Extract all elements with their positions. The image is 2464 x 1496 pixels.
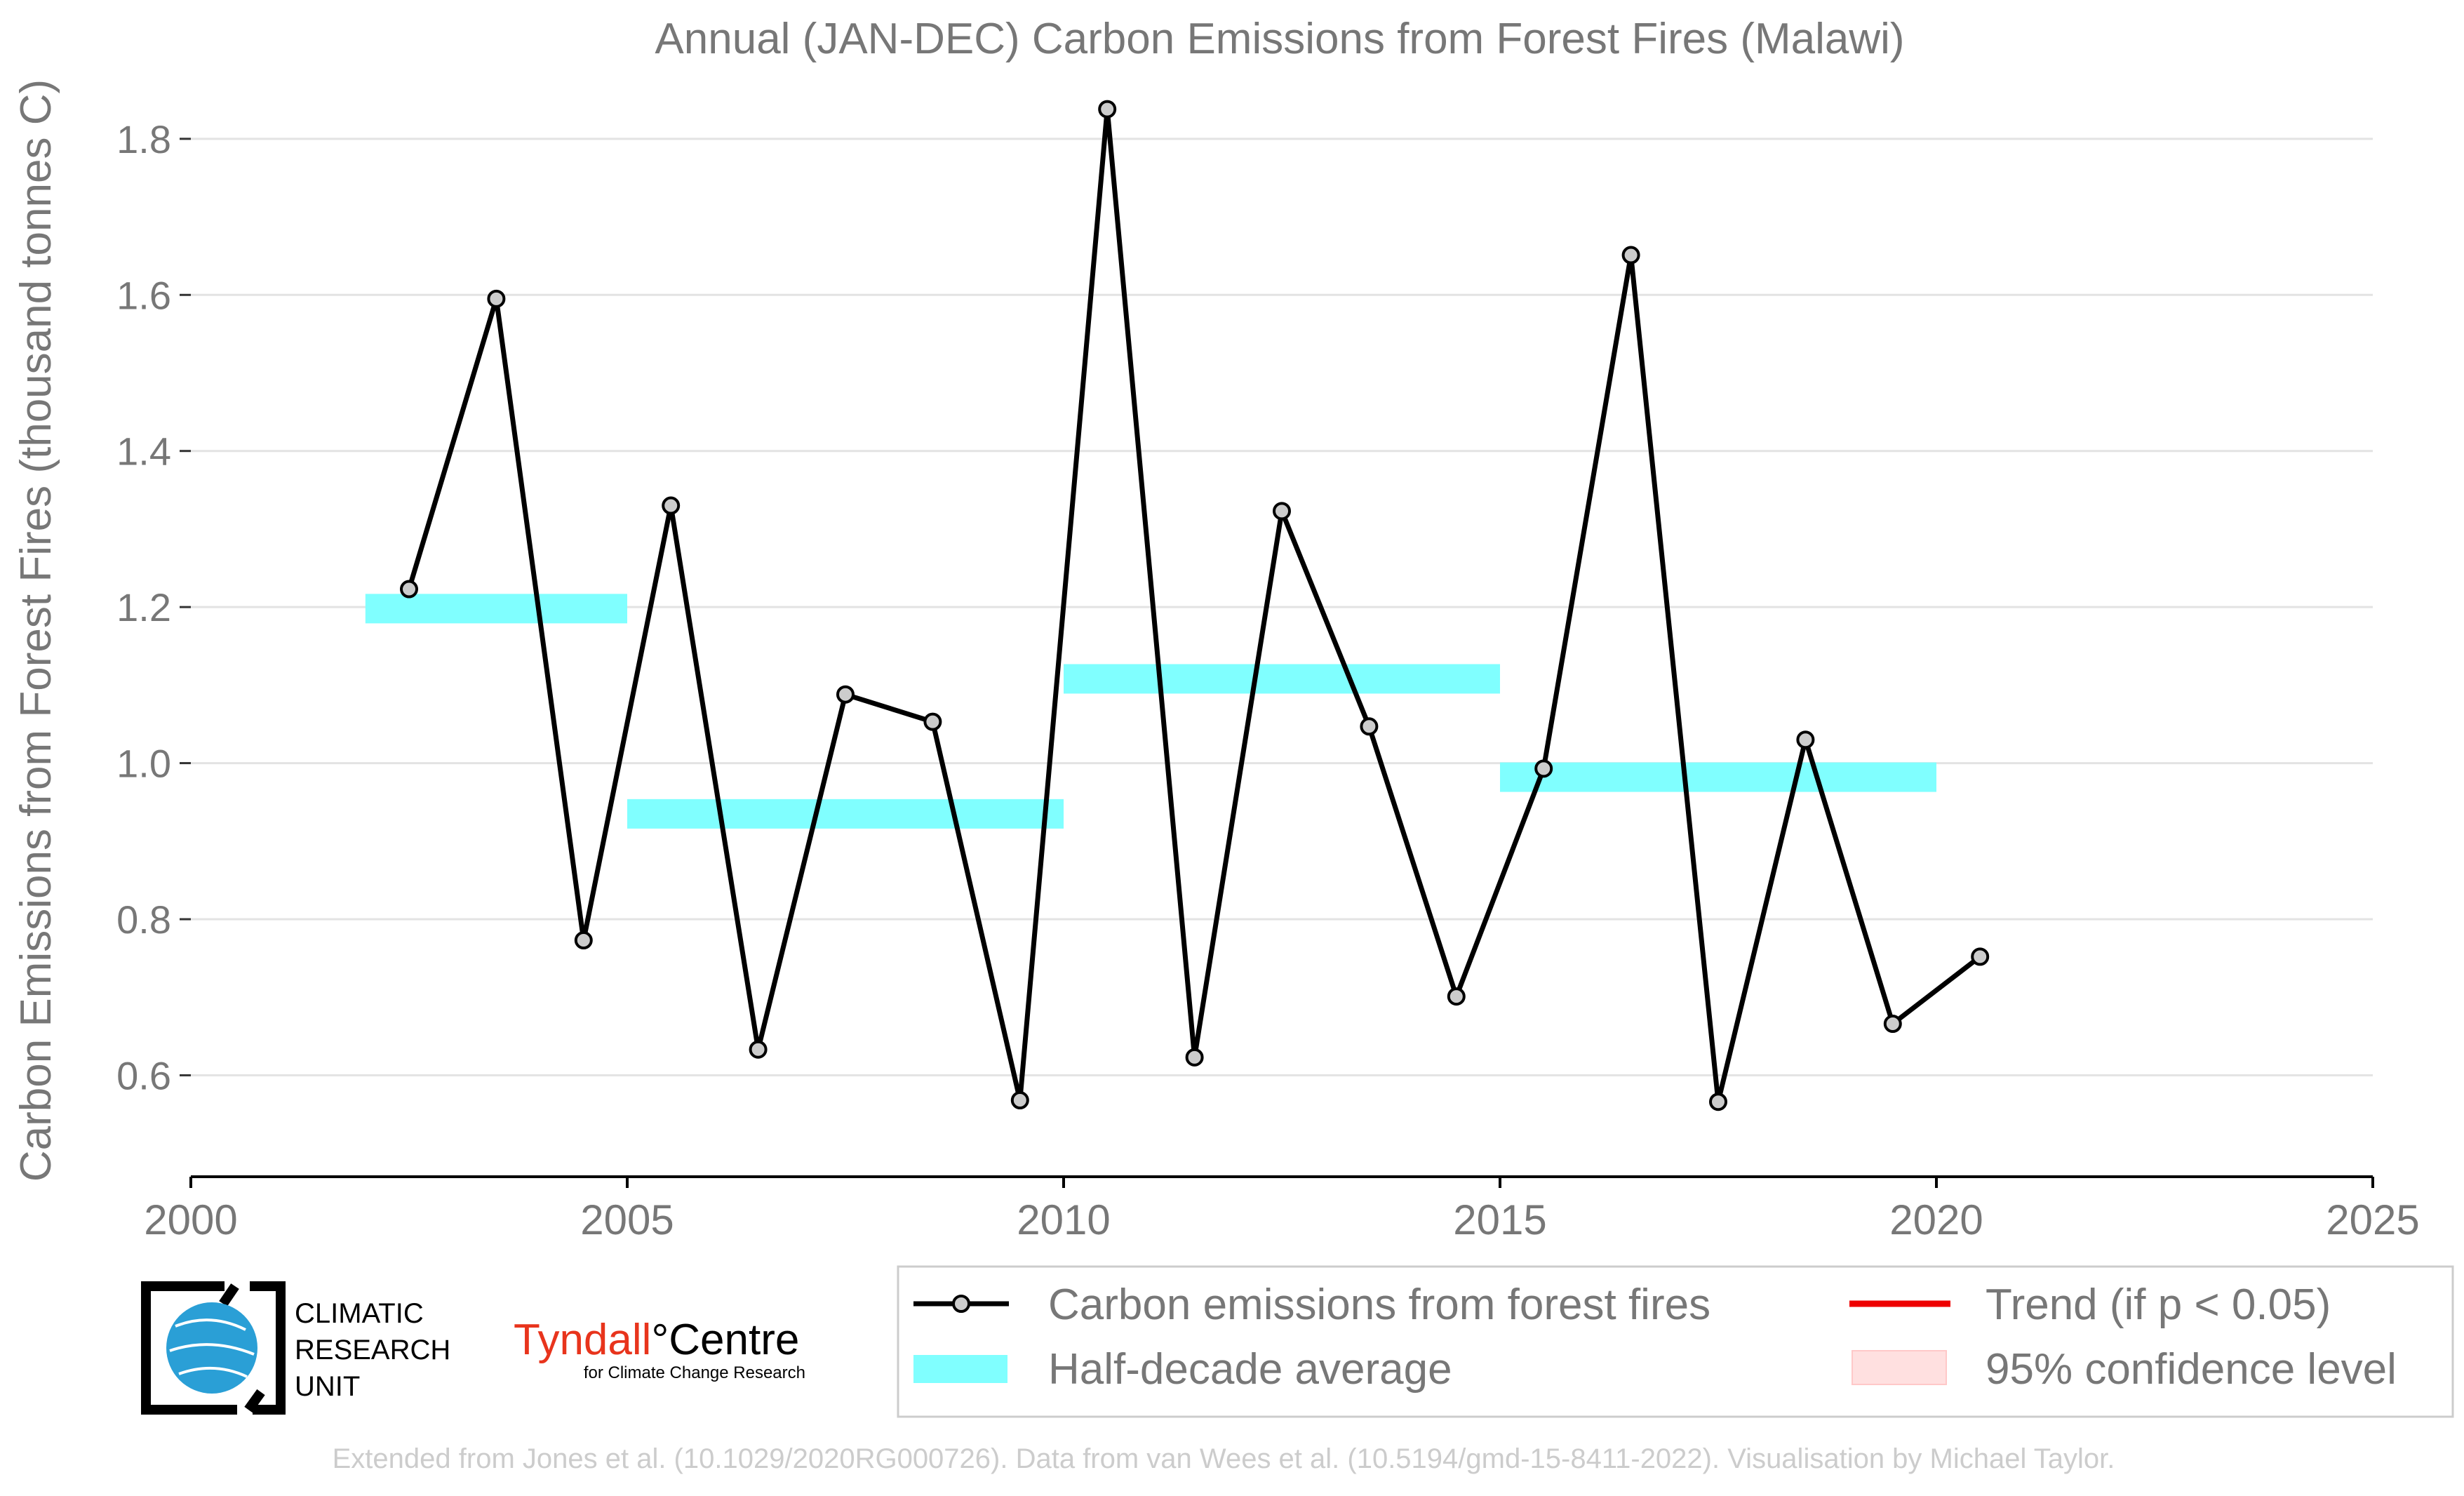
legend-swatch-half-decade <box>913 1355 1007 1383</box>
y-tick-label: 0.8 <box>116 897 171 942</box>
data-point <box>1971 947 1990 966</box>
y-tick-label: 0.6 <box>116 1053 171 1097</box>
data-point <box>1010 1091 1029 1110</box>
emissions-line <box>406 107 1982 1104</box>
legend: Carbon emissions from forest fires Half-… <box>897 1265 2454 1418</box>
footer-credit: Extended from Jones et al. (10.1029/2020… <box>333 1443 2115 1474</box>
y-tick-label: 1.6 <box>116 273 171 317</box>
data-point <box>1883 1015 1902 1034</box>
data-point <box>1447 987 1466 1006</box>
data-point <box>574 931 593 950</box>
data-point <box>1360 717 1379 736</box>
x-tick-label: 2025 <box>2326 1196 2419 1243</box>
half-decade-average-bar <box>365 594 627 624</box>
legend-label-confidence: 95% confidence level <box>1986 1345 2397 1394</box>
axes: 0.6 0.8 1.0 1.2 1.4 1.6 1.8 2000 2005 2010 2015 202… <box>116 117 2420 1243</box>
legend-entry-half-decade: Half-decade average <box>913 1345 1452 1394</box>
legend-entry-confidence: 95% confidence level <box>1852 1345 2397 1394</box>
data-point <box>836 685 855 704</box>
x-tick-label: 2020 <box>1889 1196 1983 1243</box>
data-point <box>749 1040 768 1059</box>
chart-title: Annual (JAN-DEC) Carbon Emissions from F… <box>655 15 1904 63</box>
data-point <box>1098 100 1117 119</box>
y-tick-label: 1.2 <box>116 585 171 629</box>
half-decade-average-bar <box>1064 664 1500 694</box>
data-point <box>1709 1093 1727 1111</box>
legend-marker-swatch <box>952 1295 970 1313</box>
tyndall-logo: Tyndall°Centre for Climate Change Resear… <box>514 1316 805 1382</box>
half-decade-average-bar <box>627 799 1064 829</box>
globe-swirl-icon <box>169 1318 255 1378</box>
data-point <box>400 580 418 599</box>
emissions-series <box>400 100 1990 1111</box>
cru-line-3: UNIT <box>295 1371 360 1402</box>
tyndall-degree-mark: ° <box>651 1316 669 1364</box>
legend-frame <box>897 1265 2454 1418</box>
y-tick-label: 1.0 <box>116 742 171 786</box>
data-point <box>923 712 942 731</box>
tyndall-black-text: Centre <box>669 1316 799 1364</box>
x-tick-label: 2010 <box>1017 1196 1110 1243</box>
data-point <box>1796 730 1815 749</box>
tyndall-red-text: Tyndall <box>514 1316 651 1364</box>
half-decade-average-bar <box>1500 762 1936 792</box>
tyndall-subtitle: for Climate Change Research <box>584 1363 805 1382</box>
x-tick-label: 2015 <box>1453 1196 1546 1243</box>
data-point <box>1185 1048 1204 1067</box>
data-point <box>1534 759 1553 778</box>
tyndall-wordmark: Tyndall°Centre <box>514 1316 799 1364</box>
y-tick-label: 1.8 <box>116 117 171 161</box>
cru-logo: CLIMATIC RESEARCH UNIT <box>141 1281 450 1415</box>
data-point <box>1621 246 1640 265</box>
data-point <box>662 496 681 515</box>
half-decade-average-bars <box>365 594 1936 829</box>
legend-label-half-decade: Half-decade average <box>1048 1345 1452 1394</box>
data-point <box>487 289 506 308</box>
cru-line-1: CLIMATIC <box>295 1298 424 1329</box>
cru-logo-frame <box>141 1281 286 1415</box>
legend-entry-emissions: Carbon emissions from forest fires <box>913 1281 1710 1329</box>
x-tick-label: 2005 <box>580 1196 674 1243</box>
legend-swatch-confidence <box>1852 1350 1947 1385</box>
cru-line-2: RESEARCH <box>295 1335 450 1365</box>
data-point <box>1273 502 1291 521</box>
legend-label-emissions: Carbon emissions from forest fires <box>1048 1281 1710 1329</box>
x-tick-label: 2000 <box>144 1196 237 1243</box>
y-axis-label: Carbon Emissions from Forest Fires (thou… <box>12 79 60 1182</box>
legend-entry-trend: Trend (if p < 0.05) <box>1849 1281 2331 1329</box>
legend-label-trend: Trend (if p < 0.05) <box>1986 1281 2331 1329</box>
y-tick-label: 1.4 <box>116 429 171 474</box>
